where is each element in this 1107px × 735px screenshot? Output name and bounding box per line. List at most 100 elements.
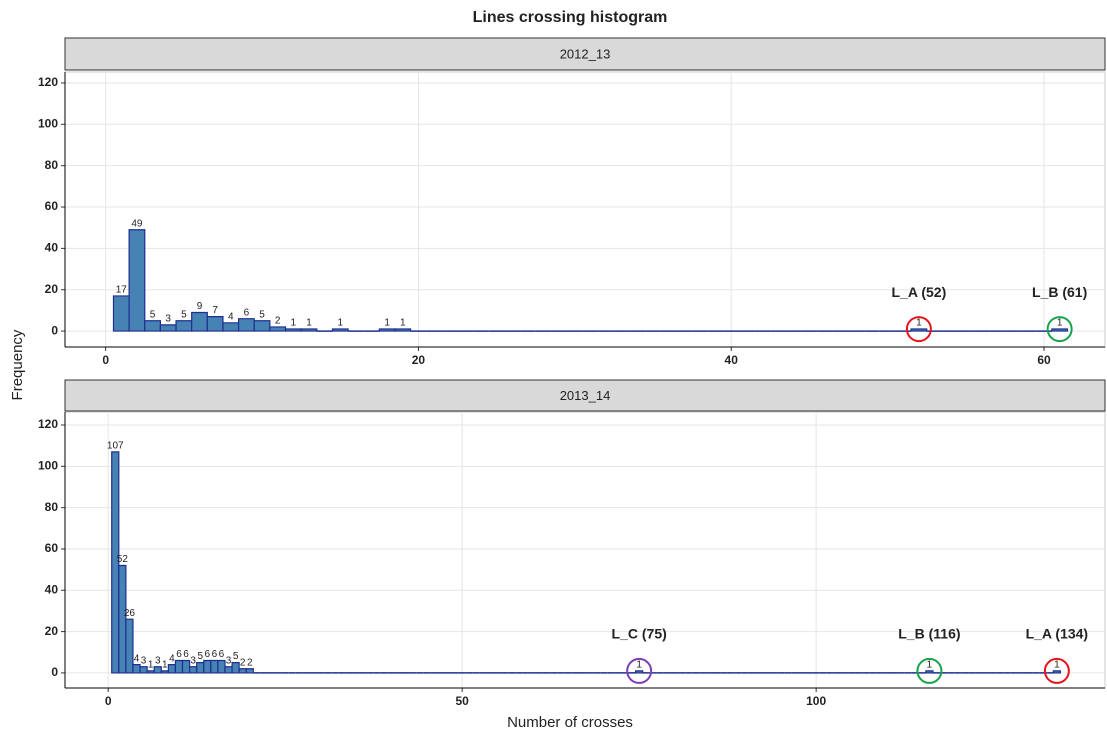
data-label: 1 <box>148 659 154 670</box>
y-tick-label: 0 <box>51 665 58 679</box>
data-label: 2 <box>247 657 253 668</box>
data-label: 1 <box>927 659 933 670</box>
bar <box>253 320 271 332</box>
y-tick-label: 120 <box>38 417 58 431</box>
annotation: L_A (134) <box>1026 626 1089 642</box>
data-label: 9 <box>197 301 203 312</box>
bar <box>210 659 219 674</box>
bar <box>222 322 240 332</box>
data-label: 1 <box>337 318 343 329</box>
y-tick-label: 100 <box>38 116 58 130</box>
annotation-circle <box>916 657 943 684</box>
bar <box>635 670 644 674</box>
bar <box>1051 328 1069 332</box>
bar <box>231 661 240 674</box>
bar <box>378 328 396 332</box>
x-tick-label: 20 <box>412 353 426 367</box>
x-tick-label: 0 <box>105 694 112 708</box>
annotation: L_B (61) <box>1032 284 1087 300</box>
y-tick-label: 40 <box>45 582 59 596</box>
panel <box>64 411 1106 689</box>
facet-title: 2012_13 <box>560 46 611 61</box>
bar <box>300 328 318 332</box>
bar <box>284 328 302 332</box>
bar <box>238 668 247 674</box>
data-label: 2 <box>275 316 281 327</box>
data-label: 4 <box>134 653 140 664</box>
bar <box>160 670 169 674</box>
data-label: 1 <box>306 318 312 329</box>
y-tick-label: 20 <box>45 282 59 296</box>
data-label: 3 <box>165 314 171 325</box>
bar <box>128 229 146 332</box>
bar <box>217 659 226 674</box>
bar <box>191 311 208 332</box>
annotation-circle <box>1043 657 1070 684</box>
data-label: 6 <box>205 649 211 660</box>
x-tick-label: 0 <box>102 353 109 367</box>
data-label: 1 <box>1054 659 1060 670</box>
data-label: 7 <box>212 305 218 316</box>
data-label: 1 <box>400 318 406 329</box>
y-tick-label: 120 <box>38 75 58 89</box>
bar <box>111 451 120 674</box>
data-label: 6 <box>212 649 218 660</box>
data-label: 1 <box>384 318 390 329</box>
data-label: 3 <box>155 655 161 666</box>
data-label: 26 <box>124 608 136 619</box>
data-label: 1 <box>636 659 642 670</box>
bar <box>181 659 191 674</box>
bar <box>175 320 193 332</box>
data-label: 6 <box>219 649 225 660</box>
bar <box>269 326 287 332</box>
facet-title: 2013_14 <box>560 388 611 403</box>
bar <box>394 328 412 332</box>
data-label: 1 <box>1057 318 1063 329</box>
data-label: 52 <box>117 554 129 565</box>
data-label: 17 <box>116 285 128 296</box>
data-label: 1 <box>916 318 922 329</box>
data-label: 2 <box>240 657 246 668</box>
y-tick-label: 40 <box>45 241 59 255</box>
bar <box>189 666 198 674</box>
data-label: 6 <box>183 649 189 660</box>
x-tick-label: 50 <box>455 694 469 708</box>
data-label: 49 <box>131 218 143 229</box>
bar <box>331 328 349 332</box>
bar <box>144 320 161 332</box>
bar <box>203 659 212 674</box>
bar <box>245 668 254 674</box>
y-tick-label: 20 <box>45 624 59 638</box>
data-label: 5 <box>259 309 265 320</box>
bar <box>146 670 155 674</box>
data-label: 5 <box>233 651 239 662</box>
bar <box>167 664 177 674</box>
bar <box>118 564 127 674</box>
strip <box>64 379 1106 412</box>
bar <box>112 295 130 332</box>
y-tick-label: 80 <box>45 158 59 172</box>
x-tick-label: 60 <box>1037 353 1051 367</box>
y-tick-label: 60 <box>45 541 59 555</box>
bar <box>153 666 162 674</box>
chart-title: Lines crossing histogram <box>473 9 668 26</box>
bar <box>174 659 184 674</box>
x-tick-label: 40 <box>725 353 739 367</box>
annotation-circle <box>626 657 653 684</box>
bar <box>159 324 177 332</box>
data-label: 6 <box>244 307 250 318</box>
annotation: L_B (116) <box>898 626 960 642</box>
bar <box>224 666 233 674</box>
y-tick-label: 80 <box>45 500 59 514</box>
y-axis-label: Frequency <box>9 329 26 400</box>
bar <box>139 666 148 674</box>
data-label: 1 <box>291 318 297 329</box>
annotation: L_A (52) <box>892 284 947 300</box>
annotation-circle <box>905 316 932 343</box>
data-label: 5 <box>150 309 156 320</box>
data-label: 3 <box>226 655 232 666</box>
y-tick-label: 0 <box>51 323 58 337</box>
data-label: 107 <box>107 441 124 452</box>
bar <box>125 618 134 674</box>
